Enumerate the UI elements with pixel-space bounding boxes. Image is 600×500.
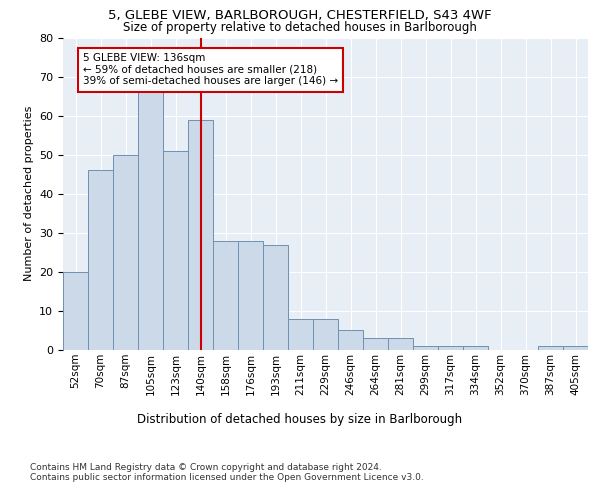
Bar [138, 92, 163, 350]
Text: Contains public sector information licensed under the Open Government Licence v3: Contains public sector information licen… [30, 474, 424, 482]
Bar [363, 338, 388, 350]
Text: Distribution of detached houses by size in Barlborough: Distribution of detached houses by size … [137, 412, 463, 426]
Bar [188, 120, 213, 350]
Bar [538, 346, 563, 350]
Bar [263, 244, 288, 350]
Bar [288, 319, 313, 350]
Bar [338, 330, 363, 350]
Y-axis label: Number of detached properties: Number of detached properties [23, 106, 34, 282]
Bar [88, 170, 113, 350]
Text: 5 GLEBE VIEW: 136sqm
← 59% of detached houses are smaller (218)
39% of semi-deta: 5 GLEBE VIEW: 136sqm ← 59% of detached h… [83, 53, 338, 86]
Text: 5, GLEBE VIEW, BARLBOROUGH, CHESTERFIELD, S43 4WF: 5, GLEBE VIEW, BARLBOROUGH, CHESTERFIELD… [108, 9, 492, 22]
Bar [213, 240, 238, 350]
Bar [388, 338, 413, 350]
Bar [313, 319, 338, 350]
Bar [438, 346, 463, 350]
Bar [413, 346, 438, 350]
Bar [63, 272, 88, 350]
Bar [238, 240, 263, 350]
Text: Contains HM Land Registry data © Crown copyright and database right 2024.: Contains HM Land Registry data © Crown c… [30, 462, 382, 471]
Bar [163, 151, 188, 350]
Bar [563, 346, 588, 350]
Bar [463, 346, 488, 350]
Text: Size of property relative to detached houses in Barlborough: Size of property relative to detached ho… [123, 22, 477, 35]
Bar [113, 154, 138, 350]
